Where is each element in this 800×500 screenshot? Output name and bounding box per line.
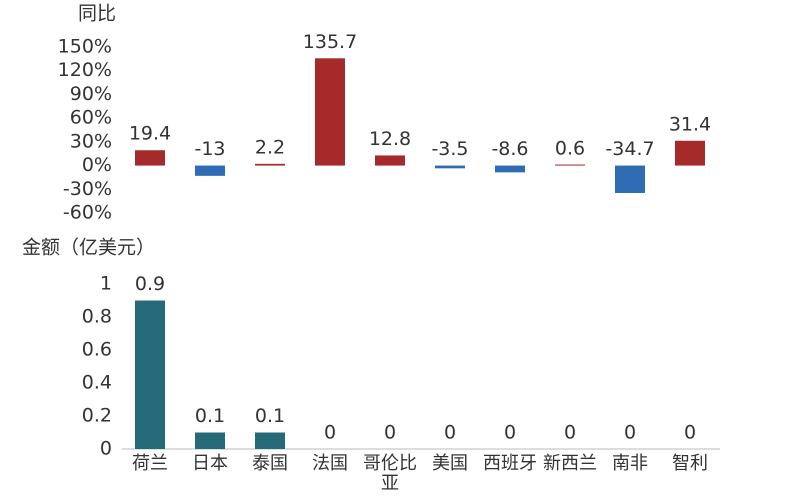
x-tick-label: 哥伦比亚 xyxy=(363,453,417,494)
bar xyxy=(495,165,525,173)
value-label: -8.6 xyxy=(491,138,528,160)
x-tick-label: 新西兰 xyxy=(543,453,597,474)
y-tick-label: -60% xyxy=(63,202,112,224)
value-label: -13 xyxy=(194,138,225,160)
bar xyxy=(315,58,345,166)
y-tick-label: 0 xyxy=(100,438,112,460)
value-label: 0.9 xyxy=(135,273,165,295)
bar xyxy=(195,432,225,449)
y-tick-label: 0% xyxy=(82,154,112,176)
y-tick-label: 120% xyxy=(58,59,112,81)
value-label: 0.1 xyxy=(255,405,285,427)
value-label: -34.7 xyxy=(605,138,654,160)
x-tick-label: 西班牙 xyxy=(483,453,537,474)
value-label: 135.7 xyxy=(303,31,357,53)
y-axis-label: 同比 xyxy=(78,3,116,25)
x-tick-label: 智利 xyxy=(672,453,708,474)
y-axis-label: 金额（亿美元） xyxy=(22,237,155,259)
value-label: 19.4 xyxy=(129,123,171,145)
x-tick-label: 法国 xyxy=(312,453,348,474)
value-label: 0 xyxy=(384,422,396,444)
y-tick-label: 1 xyxy=(100,273,112,295)
y-tick-label: 0.6 xyxy=(82,339,112,361)
y-tick-label: 60% xyxy=(70,107,112,129)
y-tick-label: -30% xyxy=(63,178,112,200)
value-label: -3.5 xyxy=(431,138,468,160)
value-label: 0 xyxy=(504,422,516,444)
bar xyxy=(255,163,285,166)
value-label: 0 xyxy=(624,422,636,444)
x-tick-label: 泰国 xyxy=(252,453,288,474)
bar xyxy=(375,155,405,166)
bar xyxy=(615,165,645,194)
bar xyxy=(555,164,585,166)
value-label: 0 xyxy=(324,422,336,444)
x-tick-label: 美国 xyxy=(432,453,468,474)
value-label: 12.8 xyxy=(369,128,411,150)
y-tick-label: 0.2 xyxy=(82,405,112,427)
value-label: 0 xyxy=(684,422,696,444)
bar xyxy=(195,165,225,176)
value-label: 31.4 xyxy=(669,113,711,135)
y-tick-label: 0.8 xyxy=(82,306,112,328)
x-tick-label: 荷兰 xyxy=(132,453,168,474)
value-label: 2.2 xyxy=(255,136,285,158)
bar xyxy=(135,150,165,166)
x-tick-label: 日本 xyxy=(192,453,228,474)
value-label: 0 xyxy=(564,422,576,444)
y-tick-label: 90% xyxy=(70,83,112,105)
value-label: 0.6 xyxy=(555,138,585,160)
bar xyxy=(255,432,285,449)
bar xyxy=(135,300,165,449)
x-tick-label: 南非 xyxy=(612,453,648,474)
y-tick-label: 30% xyxy=(70,130,112,152)
bar xyxy=(675,140,705,166)
value-label: 0 xyxy=(444,422,456,444)
y-tick-label: 0.4 xyxy=(82,372,112,394)
bar xyxy=(435,165,465,169)
value-label: 0.1 xyxy=(195,405,225,427)
y-tick-label: 150% xyxy=(58,36,112,58)
